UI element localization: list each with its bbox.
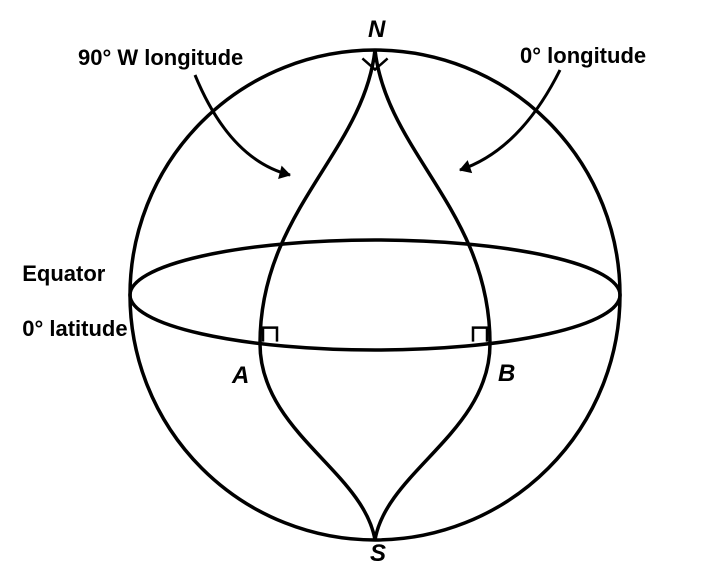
label-0-longitude: 0° longitude: [520, 42, 646, 70]
label-equator-line2: 0° latitude: [22, 316, 127, 341]
point-label-b: B: [498, 360, 515, 388]
label-equator-line1: Equator: [22, 261, 105, 286]
point-label-a: A: [232, 362, 249, 390]
label-90w-longitude: 90° W longitude: [78, 44, 243, 72]
label-equator: Equator 0° latitude: [10, 232, 128, 342]
point-label-s: S: [370, 540, 386, 568]
point-label-n: N: [368, 16, 385, 44]
